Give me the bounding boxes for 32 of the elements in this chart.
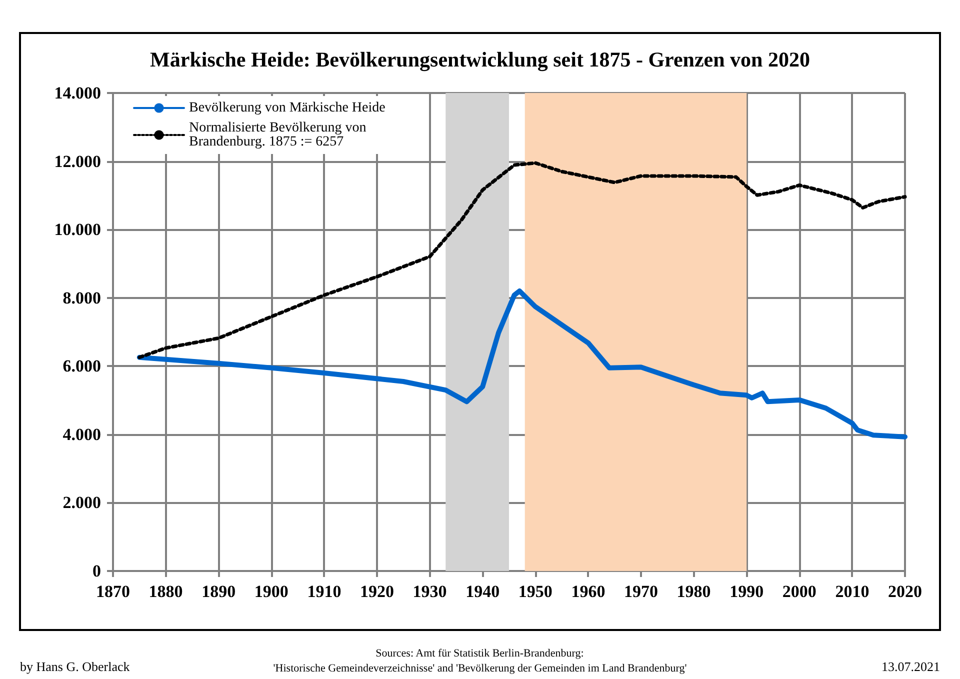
text: 13.07.2021 [882, 659, 940, 674]
x-tick-label: 1950 [518, 582, 552, 601]
x-tick-label: 1930 [412, 582, 447, 601]
legend-label: Bevölkerung von Märkische Heide [189, 100, 386, 116]
x-tick-label: 1910 [307, 582, 342, 601]
x-tick-label: 2000 [782, 582, 816, 601]
text: 'Historische Gemeindeverzeichnisse' and 'Bevölkerung der Gemeinden im Land Brandenburg' [273, 662, 687, 674]
y-tick-label: 8.000 [62, 288, 101, 308]
legend-label: Normalisierte Bevölkerung von Brandenburg. 1875 := 6257 [189, 120, 370, 150]
x-tick-label: 1880 [148, 582, 183, 601]
y-tick-label: 2.000 [62, 493, 101, 512]
y-tick-label: 14.000 [54, 84, 101, 102]
y-tick-label: 10.000 [54, 220, 101, 240]
x-tick-label: 1990 [730, 582, 764, 601]
x-tick-label: 1960 [571, 582, 606, 601]
x-tick-label: 1980 [676, 582, 711, 601]
y-tick-label: 0 [92, 562, 101, 580]
y-tick-label: 4.000 [62, 424, 101, 444]
x-tick-label: 1890 [202, 582, 236, 601]
line-series [138, 161, 907, 360]
x-tick-label: 1900 [254, 582, 288, 601]
x-tick-label: 1920 [360, 582, 394, 601]
y-tick-label: 12.000 [54, 152, 101, 171]
source-note: Sources: Amt für Statistik Berlin-Brandenburg: [376, 648, 584, 660]
x-tick-label: 2020 [888, 582, 922, 601]
x-tick-label: 1870 [96, 582, 130, 601]
y-tick-label: 6.000 [62, 356, 101, 376]
chart-title: Märkische Heide: Bevölkerungsentwicklung seit 1875 - Grenzen von 2020 [150, 48, 810, 72]
text: by Hans G. Oberlack [20, 659, 130, 674]
x-tick-label: 2010 [835, 582, 870, 601]
x-tick-label: 1940 [466, 582, 500, 601]
x-tick-label: 1970 [624, 582, 658, 601]
